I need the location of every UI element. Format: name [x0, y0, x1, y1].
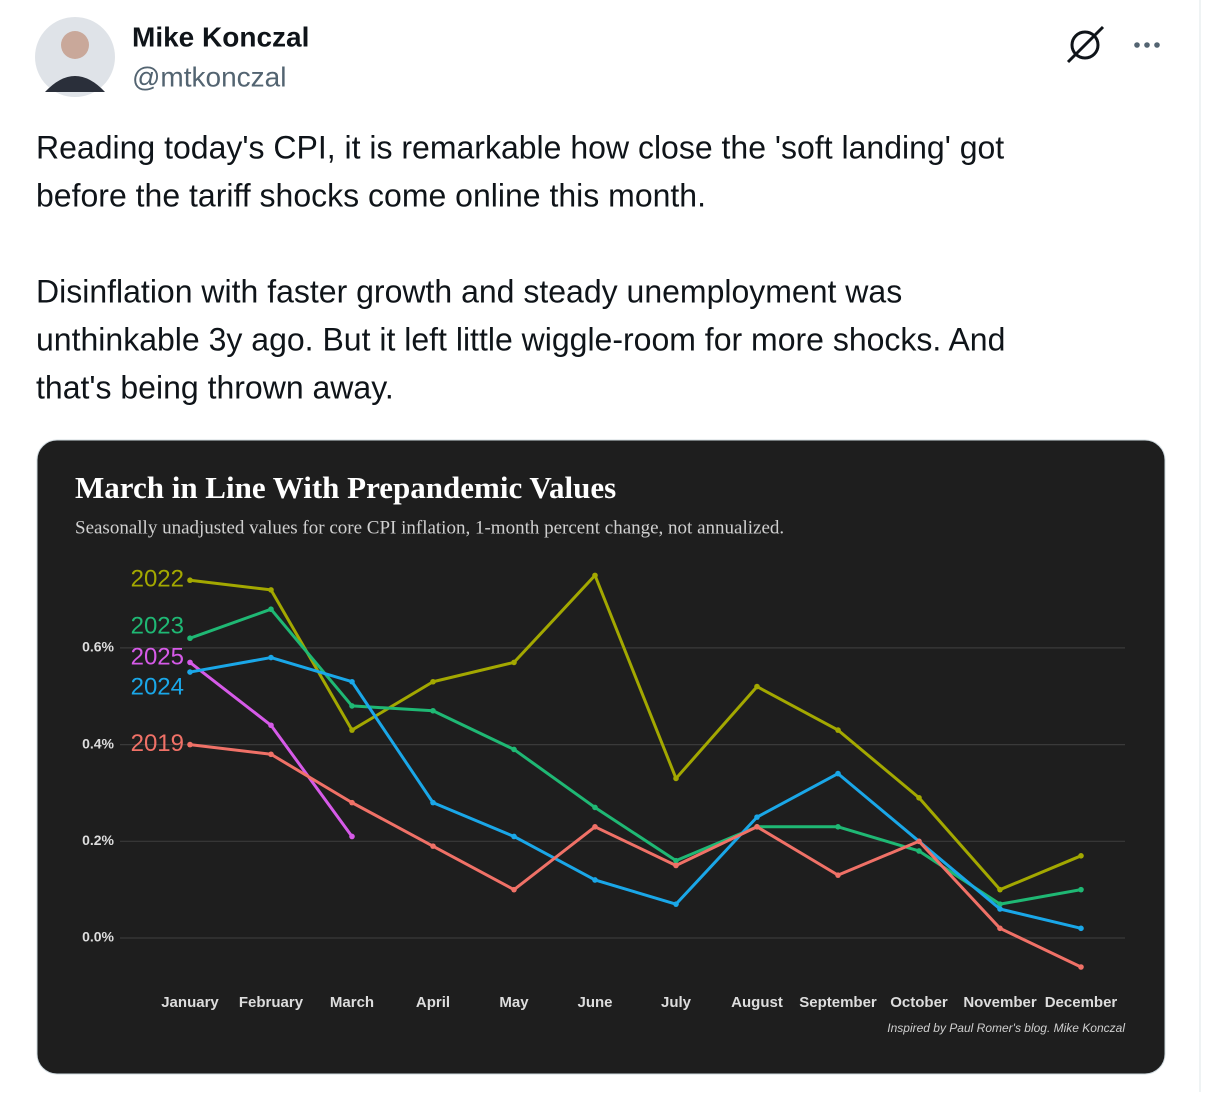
point [916, 838, 922, 845]
point [1078, 886, 1084, 893]
icon-slash [1066, 25, 1105, 64]
point [349, 727, 355, 733]
point [673, 862, 679, 869]
dot [1144, 42, 1150, 48]
x-tick-label: October [890, 994, 948, 1011]
point [268, 722, 274, 729]
point [673, 901, 679, 907]
point [835, 872, 841, 878]
point [673, 857, 679, 864]
point [430, 707, 436, 714]
text-line: unthinkable 3y ago. But it left little w… [36, 321, 1005, 357]
point [754, 683, 760, 690]
point [187, 659, 193, 666]
point [835, 727, 841, 733]
series-label: 2023 [131, 613, 184, 640]
series-label: 2024 [131, 673, 184, 700]
grok-icon[interactable] [1066, 25, 1105, 64]
point [349, 703, 355, 709]
point [511, 659, 517, 666]
point [1078, 925, 1084, 932]
point [835, 823, 841, 830]
y-tick-label: 0.2% [82, 832, 114, 848]
x-tick-label: November [963, 994, 1037, 1011]
x-tick-label: May [499, 994, 529, 1011]
point [187, 577, 193, 584]
point [592, 572, 598, 579]
series-label: 2025 [131, 644, 184, 671]
avatar-body [45, 76, 105, 92]
x-tick-label: September [799, 994, 877, 1011]
point [592, 877, 598, 883]
series-label: 2019 [131, 730, 184, 757]
text-line: Disinflation with faster growth and stea… [36, 273, 902, 309]
x-tick-label: March [330, 994, 374, 1011]
point [187, 669, 193, 675]
point [673, 775, 679, 782]
point [349, 678, 355, 685]
point [997, 901, 1003, 907]
y-tick-label: 0.4% [82, 735, 114, 751]
series-label: 2022 [131, 566, 184, 593]
text-line: that's being thrown away. [36, 369, 394, 405]
x-tick-label: January [161, 994, 219, 1011]
point [835, 770, 841, 777]
point [916, 794, 922, 801]
credit: Inspired by Paul Romer's blog. Mike Konc… [887, 1021, 1125, 1035]
text-line: Reading today's CPI, it is remarkable ho… [36, 129, 1004, 165]
point [997, 886, 1003, 893]
post-text: Reading today's CPI, it is remarkable ho… [36, 129, 1005, 405]
point [997, 906, 1003, 912]
dot [1154, 42, 1160, 48]
point [268, 587, 274, 593]
point [268, 751, 274, 758]
point [592, 823, 598, 830]
point [349, 799, 355, 806]
point [1078, 964, 1084, 970]
series-line [189, 607, 1082, 906]
point [754, 823, 760, 830]
point [349, 833, 355, 840]
point [187, 635, 193, 642]
author[interactable]: Mike Konczal [132, 21, 309, 52]
point [430, 678, 436, 685]
point [754, 814, 760, 820]
more-icon[interactable] [1134, 42, 1160, 48]
chart-subtitle: Seasonally unadjusted values for core CP… [75, 517, 784, 538]
point [916, 848, 922, 854]
point [187, 741, 193, 748]
point [430, 799, 436, 806]
icon-ring [1070, 30, 1100, 60]
x-tick-label: December [1045, 994, 1118, 1011]
chart-card[interactable] [36, 439, 1166, 1075]
point [592, 804, 598, 811]
x-tick-label: June [577, 994, 612, 1011]
point [997, 925, 1003, 932]
series-line [189, 573, 1082, 892]
point [511, 886, 517, 893]
y-tick-label: 0.6% [82, 639, 114, 655]
point [1078, 853, 1084, 859]
x-tick-label: February [239, 994, 304, 1011]
y-tick-label: 0.0% [82, 929, 114, 945]
series-line [189, 743, 1082, 969]
x-tick-label: July [661, 994, 692, 1011]
handle[interactable]: @mtkonczal [132, 61, 286, 92]
x-tick-label: August [731, 994, 783, 1011]
x-tick-label: April [416, 994, 450, 1011]
point [511, 833, 517, 840]
dot [1134, 42, 1140, 48]
text-line: before the tariff shocks come online thi… [36, 177, 706, 213]
point [430, 843, 436, 849]
point [511, 746, 517, 753]
avatar-face [61, 31, 89, 59]
point [268, 606, 274, 613]
point [268, 654, 274, 661]
series-line [189, 656, 1082, 930]
chart-title: March in Line With Prepandemic Values [75, 470, 616, 505]
